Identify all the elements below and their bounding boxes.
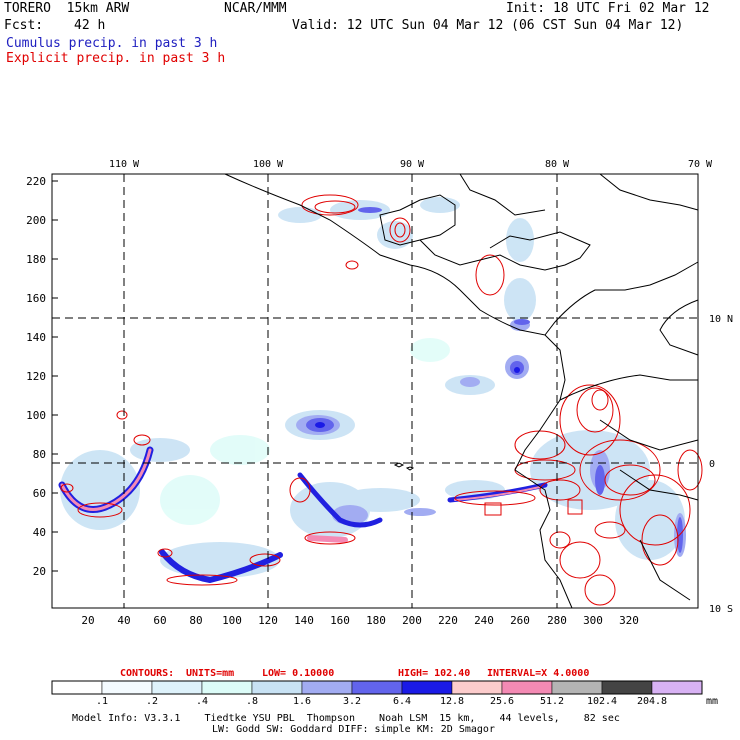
- y-axis: 220 200 180 160 140 120 100 80 60 40 20: [26, 175, 58, 578]
- colorbar-label: 102.4: [587, 696, 617, 707]
- colorbar-label: 204.8: [637, 696, 667, 707]
- x-tick: 160: [330, 614, 350, 627]
- y-tick: 40: [33, 526, 46, 539]
- model-info: Model Info: V3.3.1 Tiedtke YSU PBL Thomp…: [72, 713, 620, 724]
- y-tick: 220: [26, 175, 46, 188]
- lon-label-90w: 90 W: [400, 159, 425, 170]
- contour-high: HIGH= 102.40: [398, 668, 470, 679]
- colorbar-label: 6.4: [393, 696, 411, 707]
- y-tick: 80: [33, 448, 46, 461]
- cumulus-precip: [58, 197, 686, 584]
- colorbar-label: .2: [146, 696, 158, 707]
- y-tick: 20: [33, 565, 46, 578]
- x-tick: 200: [402, 614, 422, 627]
- colorbar-cell: [201, 680, 253, 695]
- colorbar-label: .1: [96, 696, 108, 707]
- colorbar-cell: [501, 680, 553, 695]
- colorbar-label: 12.8: [440, 696, 464, 707]
- colorbar-cell: [551, 680, 603, 695]
- forecast-hour: 42 h: [74, 18, 106, 33]
- colorbar-label: .8: [246, 696, 258, 707]
- x-tick: 180: [366, 614, 386, 627]
- x-tick: 40: [117, 614, 130, 627]
- lon-label-80w: 80 W: [545, 159, 570, 170]
- colorbar-label: .4: [196, 696, 208, 707]
- colorbar-label: 51.2: [540, 696, 564, 707]
- lat-label-10s: 10 S: [709, 604, 733, 615]
- contour-low: LOW= 0.10000: [262, 668, 334, 679]
- x-tick: 320: [619, 614, 639, 627]
- x-tick: 80: [189, 614, 202, 627]
- lon-label-70w: 70 W: [688, 159, 713, 170]
- colorbar: .1.2.4.8 1.6 3.2 6.4 12.8 25.6 51.2 102.4 204.8 …: [51, 680, 718, 707]
- forecast-label: Fcst:: [4, 18, 44, 33]
- contour-label: CONTOURS:: [120, 668, 174, 679]
- y-tick: 100: [26, 409, 46, 422]
- init-time: Init: 18 UTC Fri 02 Mar 12: [506, 1, 710, 16]
- y-tick: 160: [26, 292, 46, 305]
- colorbar-cell: [451, 680, 503, 695]
- lat-label-0: 0: [709, 459, 715, 470]
- model-title: TORERO 15km ARW: [4, 1, 130, 16]
- x-axis: 20 40 60 80 100 120 140 160 180 200 220 …: [81, 614, 639, 627]
- lon-label-100w: 100 W: [253, 159, 284, 170]
- colorbar-cell: [51, 680, 103, 695]
- y-tick: 120: [26, 370, 46, 383]
- explicit-precip-contours: [60, 194, 703, 606]
- latlon-grid: [52, 174, 698, 608]
- lon-label-110w: 110 W: [109, 159, 140, 170]
- colorbar-cell: [351, 680, 403, 695]
- x-tick: 280: [547, 614, 567, 627]
- colorbar-cell: [101, 680, 153, 695]
- y-tick: 200: [26, 214, 46, 227]
- x-tick: 20: [81, 614, 94, 627]
- x-tick: 240: [474, 614, 494, 627]
- x-tick: 260: [510, 614, 530, 627]
- map-frame: [51, 173, 699, 609]
- lat-label-10n: 10 N: [709, 314, 733, 325]
- colorbar-cell: [401, 680, 453, 695]
- contour-interval: INTERVAL=X 4.0000: [487, 668, 589, 679]
- x-tick: 60: [153, 614, 166, 627]
- colorbar-cell: [251, 680, 303, 695]
- coastlines: [224, 173, 699, 609]
- x-tick: 100: [222, 614, 242, 627]
- contour-info: CONTOURS: UNITS=mm LOW= 0.10000 HIGH= 10…: [120, 668, 589, 679]
- explicit-legend: Explicit precip. in past 3 h: [6, 51, 226, 66]
- x-tick: 220: [438, 614, 458, 627]
- y-tick: 60: [33, 487, 46, 500]
- y-tick: 140: [26, 331, 46, 344]
- valid-time: Valid: 12 UTC Sun 04 Mar 12 (06 CST Sun …: [292, 18, 684, 33]
- colorbar-cell: [151, 680, 203, 695]
- colorbar-cell: [651, 680, 703, 695]
- y-tick: 180: [26, 253, 46, 266]
- x-tick: 300: [583, 614, 603, 627]
- colorbar-label: 3.2: [343, 696, 361, 707]
- x-tick: 140: [294, 614, 314, 627]
- colorbar-cell: [601, 680, 653, 695]
- colorbar-cell: [301, 680, 353, 695]
- contour-units: UNITS=mm: [186, 668, 234, 679]
- cumulus-legend: Cumulus precip. in past 3 h: [6, 36, 218, 51]
- x-tick: 120: [258, 614, 278, 627]
- model-physics: LW: Godd SW: Goddard DIFF: simple KM: 2D…: [212, 724, 495, 735]
- colorbar-label: 25.6: [490, 696, 514, 707]
- org-label: NCAR/MMM: [224, 1, 287, 16]
- colorbar-label: 1.6: [293, 696, 311, 707]
- colorbar-unit: mm: [706, 696, 718, 707]
